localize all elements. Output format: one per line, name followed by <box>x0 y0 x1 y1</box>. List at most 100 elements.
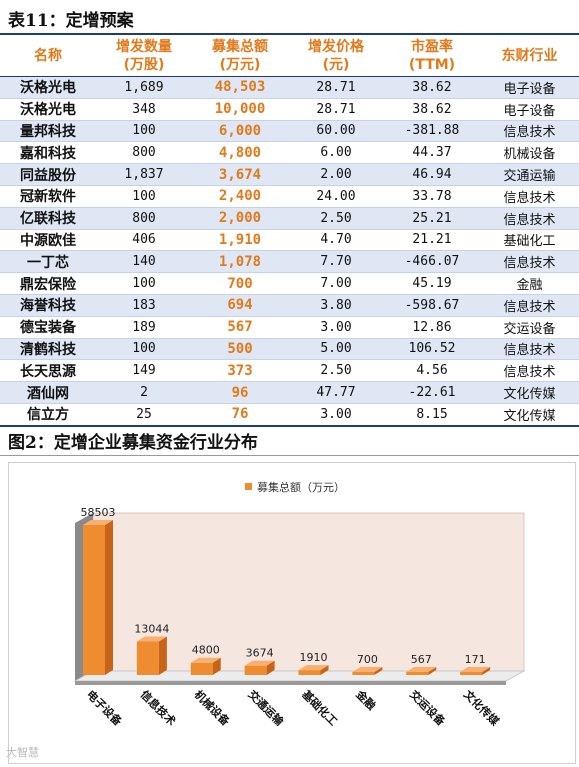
bar <box>83 520 113 675</box>
table-row: 德宝装备 189 567 3.00 12.86 交运设备 <box>0 316 579 339</box>
table-cell: 基础化工 <box>480 229 579 252</box>
table-cell: 694 <box>192 294 288 317</box>
bar-side <box>374 667 383 675</box>
chart-heading: 图2：定增企业募集资金行业分布 <box>8 433 258 453</box>
bar-front <box>244 665 267 675</box>
table-cell: 2,000 <box>192 207 288 230</box>
table-row: 一丁芯 140 1,078 7.70 -466.07 信息技术 <box>0 250 579 274</box>
bar-front <box>190 662 213 675</box>
table-cell: 交运设备 <box>480 316 579 339</box>
bar-top <box>190 657 221 663</box>
table-cell: 44.37 <box>384 141 480 165</box>
table-cell: 106.52 <box>384 338 480 361</box>
table-cell: 6,000 <box>192 120 288 143</box>
bar-top <box>352 667 383 672</box>
table-cell: 100 <box>96 338 192 361</box>
bar-top <box>136 636 167 642</box>
table-cell: 1,837 <box>96 163 192 186</box>
table-cell: 33.78 <box>384 185 480 208</box>
table-cell: 25.21 <box>384 207 480 230</box>
table-cell: 交通运输 <box>480 163 579 186</box>
bar <box>406 667 437 675</box>
table-cell: 12.86 <box>384 316 480 339</box>
table-cell: 500 <box>192 338 288 361</box>
table-cell: 嘉和科技 <box>0 141 96 165</box>
table-row: 长天思源 149 373 2.50 4.56 信息技术 <box>0 359 579 383</box>
table-cell: 冠新软件 <box>0 185 96 208</box>
table-cell: 长天思源 <box>0 359 96 383</box>
table-cell: 45.19 <box>384 272 480 295</box>
table-cell: -466.07 <box>384 250 480 274</box>
data-label: 4800 <box>192 644 220 657</box>
column-header-line: 市盈率 <box>411 39 453 55</box>
table-cell: 373 <box>192 359 288 383</box>
chart-legend: 募集总额（万元） <box>245 480 345 494</box>
table-cell: 中源欧佳 <box>0 229 96 252</box>
table-cell: 800 <box>96 207 192 230</box>
bar <box>298 665 329 675</box>
table-cell: 1,078 <box>192 250 288 274</box>
table-cell: 7.70 <box>288 250 384 274</box>
bar-top <box>406 667 437 672</box>
table-cell: 567 <box>192 316 288 339</box>
table-cell: 60.00 <box>288 120 384 143</box>
table-cell: 3,674 <box>192 163 288 186</box>
bar-front <box>298 670 321 675</box>
table-cell: 100 <box>96 120 192 143</box>
column-header-line: 东财行业 <box>501 48 558 64</box>
table-cell: 信息技术 <box>480 338 579 361</box>
bar-top <box>244 660 275 666</box>
table-cell: 3.00 <box>288 316 384 339</box>
table-cell: 406 <box>96 229 192 252</box>
bar <box>244 660 275 675</box>
table-cell: 信立方 <box>0 403 96 427</box>
data-label: 58503 <box>81 506 116 519</box>
table-cell: 4.70 <box>288 229 384 252</box>
bar-side <box>266 660 275 675</box>
table-cell: 1,689 <box>96 76 192 99</box>
data-label: 700 <box>357 653 378 666</box>
table-cell: 700 <box>192 272 288 295</box>
table-cell: 38.62 <box>384 76 480 99</box>
bar-top <box>298 665 329 671</box>
table-cell: 机械设备 <box>480 141 579 165</box>
data-label: 3674 <box>246 647 274 660</box>
bar-side <box>428 667 437 675</box>
table-cell: -598.67 <box>384 294 480 317</box>
chart-floor-edge <box>75 681 506 685</box>
data-label: 567 <box>411 653 432 666</box>
x-tick-label: 交运设备 <box>407 687 449 729</box>
table-cell: 2.50 <box>288 359 384 383</box>
table-cell: 149 <box>96 359 192 383</box>
table-cell: 76 <box>192 403 288 427</box>
table-cell: 2.50 <box>288 207 384 230</box>
bar <box>190 657 221 675</box>
column-header: 东财行业 <box>480 36 579 77</box>
table-cell: 电子设备 <box>480 76 579 99</box>
table-cell: 信息技术 <box>480 185 579 208</box>
table-cell: 96 <box>192 381 288 404</box>
table-cell: 信息技术 <box>480 359 579 383</box>
bar-side <box>105 520 113 675</box>
table-row: 亿联科技 800 2,000 2.50 25.21 信息技术 <box>0 207 579 230</box>
column-header: 市盈率 (TTM) <box>384 36 480 77</box>
watermark: 大智慧 <box>6 746 39 759</box>
table-cell: 8.15 <box>384 403 480 427</box>
column-header: 增发价格 (元) <box>288 36 384 77</box>
table-row: 嘉和科技 800 4,800 6.00 44.37 机械设备 <box>0 141 579 165</box>
table-cell: 1,910 <box>192 229 288 252</box>
table-cell: 348 <box>96 98 192 121</box>
column-header-line: 募集总额 <box>212 39 268 55</box>
table-cell: 同益股份 <box>0 163 96 186</box>
x-tick-label: 信息技术 <box>138 687 179 728</box>
table-cell: 量邦科技 <box>0 120 96 143</box>
chart-frame: 募集总额（万元） 58503 电子设备 13044 信息技术 4800 机械设备 3674 交通… <box>8 462 576 764</box>
table-cell: 酒仙网 <box>0 381 96 404</box>
table-cell: 7.00 <box>288 272 384 295</box>
table-title: 表11：定增预案 <box>8 11 134 31</box>
table-cell: 48,503 <box>192 76 288 99</box>
table-cell: 金融 <box>480 272 579 295</box>
bar-front <box>460 672 483 675</box>
table-cell: 28.71 <box>288 98 384 121</box>
bar-front <box>83 525 105 675</box>
